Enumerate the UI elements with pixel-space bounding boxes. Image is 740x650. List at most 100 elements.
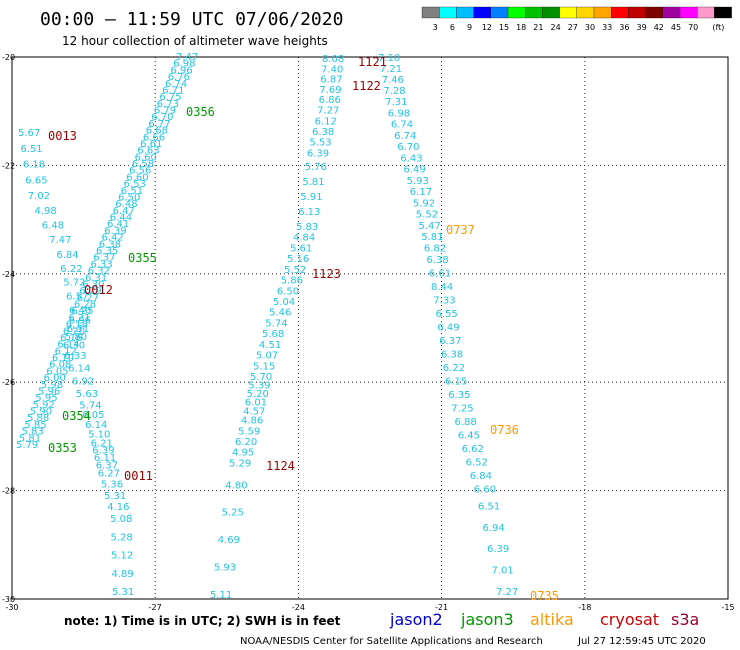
wave-height-label: 6.50 <box>277 286 299 297</box>
wave-height-label: 5.31 <box>104 491 126 502</box>
wave-height-label: 4.86 <box>241 416 263 427</box>
legend-swatch <box>421 6 440 19</box>
wave-height-label: 5.91 <box>300 192 322 203</box>
track-track-a: 7.476.986.966.766.746.716.756.736.796.70… <box>16 52 198 451</box>
wave-height-label: 6.73 <box>157 99 179 110</box>
wave-height-label: 6.14 <box>85 420 107 431</box>
wave-height-label: 5.95 <box>35 393 57 404</box>
wave-height-label: 5.25 <box>222 508 244 519</box>
wave-height-label: 6.38 <box>441 350 463 361</box>
legend-label: 30 <box>585 23 595 32</box>
wave-height-label: 6.75 <box>159 92 181 103</box>
wave-height-label: 7.10 <box>378 53 400 64</box>
wave-height-label: 5.72 <box>63 278 85 289</box>
wave-height-label: 6.79 <box>154 106 176 117</box>
wave-height-label: 6.96 <box>69 316 91 327</box>
wave-height-label: 5.46 <box>269 308 291 319</box>
wave-height-label: 6.39 <box>92 446 114 457</box>
wave-height-label: 6.96 <box>171 65 193 76</box>
wave-height-label: 6.68 <box>146 126 168 137</box>
lat-tick-label: -24 <box>2 270 15 279</box>
wave-height-label: 6.27 <box>77 293 99 304</box>
pass-time-cryosat: 0011 <box>124 469 153 483</box>
wave-height-label: 6.20 <box>235 437 257 448</box>
wave-height-label: 5.52 <box>284 265 306 276</box>
wave-height-label: 6.00 <box>44 373 66 384</box>
grid <box>12 57 728 599</box>
lat-tick-label: -20 <box>2 53 15 62</box>
legend-swatch <box>473 6 491 19</box>
wave-height-label: 5.86 <box>281 276 303 287</box>
wave-height-label: 5.11 <box>210 590 232 601</box>
legend-swatch <box>714 6 732 19</box>
wave-height-label: 4.57 <box>243 406 265 417</box>
wave-height-label: 5.20 <box>247 389 269 400</box>
wave-height-label: 6.52 <box>466 458 488 469</box>
wave-height-label: 5.93 <box>407 176 429 187</box>
wave-height-label: 6.33 <box>91 259 113 270</box>
wave-height-label: 6.82 <box>424 243 446 254</box>
footer-note: note: 1) Time is in UTC; 2) SWH is in fe… <box>64 614 341 628</box>
legend-label: 18 <box>516 23 526 32</box>
wave-height-label: 5.70 <box>250 372 272 383</box>
satellite-name-s3a: s3a <box>671 610 699 629</box>
legend-label: 39 <box>637 23 647 32</box>
wave-height-label: 6.12 <box>315 116 337 127</box>
legend-swatch <box>525 6 543 19</box>
pass-time-cryosat: 1123 <box>312 267 341 281</box>
wave-height-label: 7.46 <box>382 75 404 86</box>
wave-height-label: 6.44 <box>110 213 132 224</box>
wave-height-label: 5.92 <box>33 400 55 411</box>
legend-label: 45 <box>671 23 681 32</box>
satellite-name-altika: altika <box>530 610 574 629</box>
wave-height-label: 6.45 <box>458 431 480 442</box>
wave-height-label: 5.83 <box>296 222 318 233</box>
wave-height-label: 4.98 <box>35 206 57 217</box>
wave-height-label: 7.27 <box>496 587 518 598</box>
wave-height-label: 5.67 <box>18 128 40 139</box>
wave-height-label: 6.22 <box>60 264 82 275</box>
lon-tick-label: -30 <box>5 603 18 612</box>
wave-height-label: 6.41 <box>107 219 129 230</box>
wave-height-label: 7.25 <box>451 404 473 415</box>
legend-swatch <box>593 6 612 19</box>
wave-height-label: 6.32 <box>88 266 110 277</box>
wave-height-label: 6.29 <box>79 286 101 297</box>
wave-height-label: 6.63 <box>137 146 159 157</box>
wave-height-label: 5.76 <box>305 162 327 173</box>
wave-height-label: 6.18 <box>66 320 88 331</box>
lat-tick-label: -30 <box>2 595 15 604</box>
wave-height-label: 5.07 <box>256 351 278 362</box>
wave-height-label: 4.69 <box>218 535 240 546</box>
wave-height-label: 5.10 <box>88 430 110 441</box>
legend-label: 21 <box>533 23 543 32</box>
wave-height-label: 8.44 <box>431 282 453 293</box>
wave-height-label: 6.13 <box>298 207 320 218</box>
wave-height-label: 5.88 <box>27 413 49 424</box>
wave-height-label: 6.61 <box>429 269 451 280</box>
wave-height-label: 7.33 <box>433 296 455 307</box>
wave-height-label: 7.31 <box>385 97 407 108</box>
lon-tick-label: -18 <box>578 603 591 612</box>
wave-height-label: 7.40 <box>321 64 343 75</box>
wave-height-label: 6.74 <box>391 120 413 131</box>
legend-swatch <box>611 6 629 19</box>
wave-height-label: 6.70 <box>151 112 173 123</box>
wave-height-label: 6.20 <box>63 326 85 337</box>
wave-height-label: 6.28 <box>74 300 96 311</box>
pass-time-altika: 0736 <box>490 423 519 437</box>
wave-height-label: 7.27 <box>317 106 339 117</box>
wave-height-label: 6.15 <box>445 377 467 388</box>
wave-height-label: 6.51 <box>121 186 143 197</box>
wave-height-label: 5.81 <box>302 177 324 188</box>
pass-time-jason3: 0355 <box>128 251 157 265</box>
wave-height-label: 6.42 <box>102 233 124 244</box>
legend-swatch <box>456 6 474 19</box>
wave-height-legend: 3 6 9 12 15 18 21 24 27 30 33 36 39 42 45 70 (ft) <box>421 6 732 32</box>
legend-swatch <box>542 6 560 19</box>
wave-height-label: 6.74 <box>394 131 416 142</box>
map-title: 00:00 – 11:59 UTC 07/06/2020 <box>40 9 343 30</box>
wave-height-label: 6.30 <box>63 340 85 351</box>
wave-height-label: 5.59 <box>238 426 260 437</box>
wave-height-label: 5.47 <box>419 221 441 232</box>
